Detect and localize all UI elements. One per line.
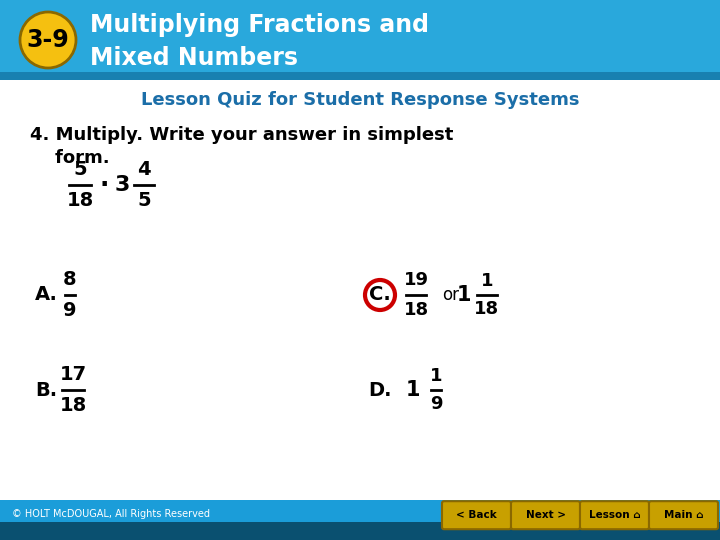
- FancyBboxPatch shape: [0, 500, 720, 540]
- Text: Main ⌂: Main ⌂: [664, 510, 703, 520]
- Text: Lesson Quiz for Student Response Systems: Lesson Quiz for Student Response Systems: [140, 91, 580, 109]
- Text: Lesson ⌂: Lesson ⌂: [589, 510, 640, 520]
- Text: 18: 18: [403, 301, 428, 319]
- Text: 5: 5: [73, 160, 87, 179]
- Text: 1: 1: [456, 285, 471, 305]
- Text: 18: 18: [474, 300, 500, 318]
- FancyBboxPatch shape: [0, 522, 720, 540]
- Text: 19: 19: [403, 271, 428, 289]
- Circle shape: [20, 12, 76, 68]
- Text: or: or: [442, 286, 459, 304]
- Text: Multiplying Fractions and: Multiplying Fractions and: [90, 13, 429, 37]
- Text: 18: 18: [59, 396, 86, 415]
- Text: form.: form.: [30, 149, 109, 167]
- Text: 3-9: 3-9: [27, 28, 69, 52]
- Text: 5: 5: [138, 191, 150, 210]
- FancyBboxPatch shape: [442, 501, 511, 529]
- Text: Next >: Next >: [526, 510, 565, 520]
- Text: Mixed Numbers: Mixed Numbers: [90, 46, 298, 70]
- Text: D.: D.: [368, 381, 392, 400]
- Text: B.: B.: [35, 381, 57, 400]
- Text: 17: 17: [60, 365, 86, 384]
- Text: 3: 3: [114, 175, 130, 195]
- Text: C.: C.: [369, 286, 391, 305]
- Text: 1: 1: [481, 272, 493, 290]
- Text: ·: ·: [99, 173, 109, 197]
- FancyBboxPatch shape: [0, 0, 720, 80]
- Text: 1: 1: [405, 380, 420, 400]
- Text: < Back: < Back: [456, 510, 497, 520]
- FancyBboxPatch shape: [511, 501, 580, 529]
- Text: 8: 8: [63, 270, 77, 289]
- Text: 1: 1: [430, 367, 442, 385]
- FancyBboxPatch shape: [0, 72, 720, 80]
- FancyBboxPatch shape: [580, 501, 649, 529]
- Text: A.: A.: [35, 286, 58, 305]
- Text: 4. Multiply. Write your answer in simplest: 4. Multiply. Write your answer in simple…: [30, 126, 454, 144]
- Text: © HOLT McDOUGAL, All Rights Reserved: © HOLT McDOUGAL, All Rights Reserved: [12, 509, 210, 519]
- Text: 4: 4: [138, 160, 150, 179]
- Text: 18: 18: [66, 191, 94, 210]
- Text: 9: 9: [63, 301, 77, 320]
- FancyBboxPatch shape: [649, 501, 718, 529]
- Text: 9: 9: [430, 395, 442, 413]
